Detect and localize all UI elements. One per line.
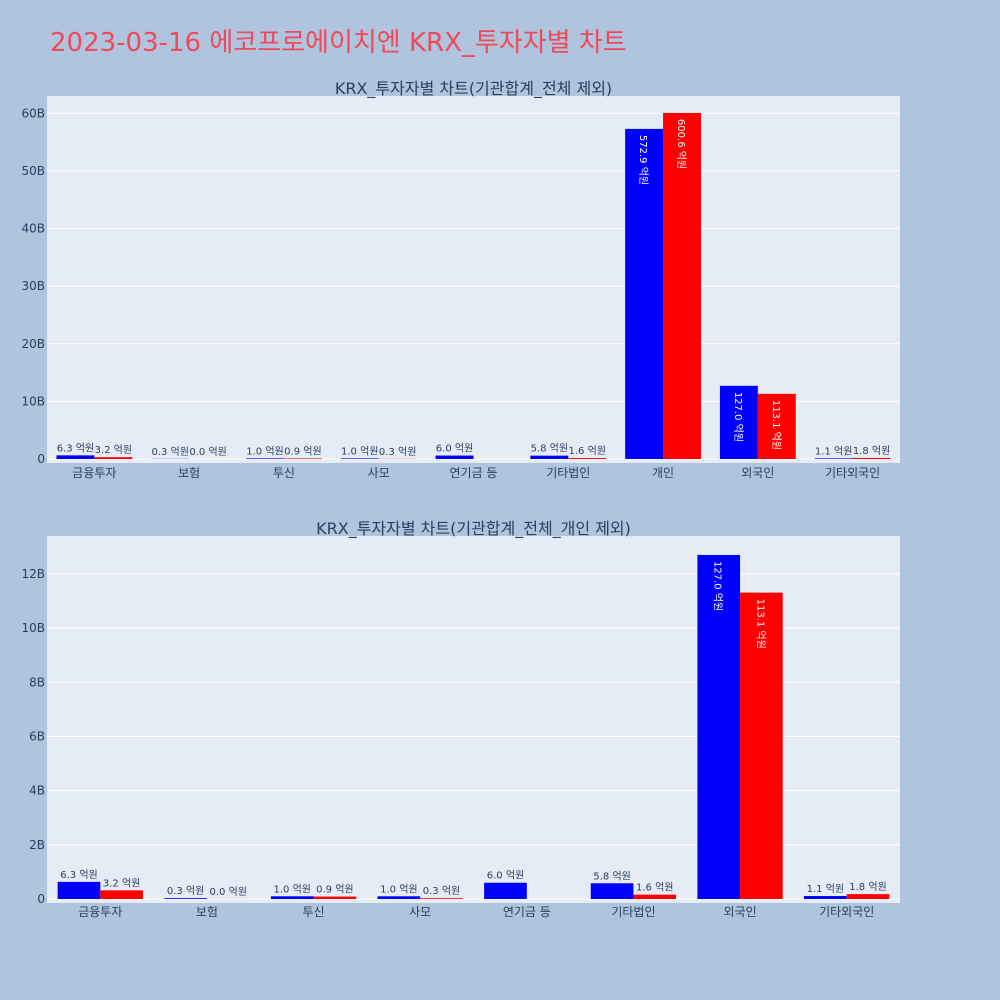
bar <box>435 455 474 459</box>
x-tick-label: 투신 <box>303 905 325 919</box>
y-tick-label: 10B <box>21 621 45 635</box>
bar <box>804 896 847 899</box>
x-tick-label: 연기금 등 <box>503 905 551 919</box>
data-label: 5.8 억원 <box>531 443 568 455</box>
bar <box>270 896 314 899</box>
x-tick-label: 기타외국인 <box>825 466 880 480</box>
bar <box>313 896 357 899</box>
y-tick-label: 0 <box>37 452 45 466</box>
data-label: 6.3 억원 <box>60 869 97 881</box>
x-tick-label: 기타법인 <box>546 466 590 480</box>
data-label: 1.8 억원 <box>853 445 890 457</box>
chart-title: KRX_투자자별 차트(기관합계_전체_개인 제외) <box>316 519 631 539</box>
data-label: 3.2 억원 <box>95 444 132 456</box>
y-tick-label: 60B <box>21 106 45 120</box>
bar <box>846 894 890 899</box>
y-tick-label: 30B <box>21 279 45 293</box>
data-label: 1.1 억원 <box>815 445 852 457</box>
data-label: 6.0 억원 <box>487 870 524 882</box>
y-tick-label: 2B <box>29 838 45 852</box>
data-label: 6.3 억원 <box>57 442 94 454</box>
bar <box>530 455 569 459</box>
x-tick-label: 금융투자 <box>72 466 116 480</box>
x-tick-label: 투신 <box>273 466 295 480</box>
data-label: 113.1 억원 <box>770 400 782 450</box>
y-tick-label: 0 <box>37 892 45 906</box>
bar <box>697 554 741 899</box>
data-label: 1.0 억원 <box>246 445 283 457</box>
data-label: 0.3 억원 <box>423 885 460 897</box>
y-tick-label: 6B <box>29 729 45 743</box>
x-tick-label: 연기금 등 <box>450 466 498 480</box>
bar <box>57 881 101 899</box>
data-label: 5.8 억원 <box>593 870 630 882</box>
data-label: 127.0 억원 <box>712 561 724 611</box>
bar <box>484 882 527 899</box>
data-label: 0.0 억원 <box>189 446 226 458</box>
y-tick-label: 4B <box>29 784 45 798</box>
x-tick-label: 외국인 <box>724 905 757 919</box>
data-label: 572.9 억원 <box>637 135 649 185</box>
x-tick-label: 개인 <box>652 466 674 480</box>
page-title: 2023-03-16 에코프로에이치엔 KRX_투자자별 차트 <box>50 28 627 58</box>
x-tick-label: 사모 <box>368 466 390 480</box>
chart-title: KRX_투자자별 차트(기관합계_전체 제외) <box>335 79 612 99</box>
data-label: 0.3 억원 <box>151 446 188 458</box>
data-label: 0.0 억원 <box>210 886 247 898</box>
data-label: 1.0 억원 <box>341 445 378 457</box>
bar <box>283 458 322 459</box>
bar <box>633 894 677 899</box>
bar <box>568 458 607 459</box>
bar <box>246 458 284 459</box>
y-tick-label: 12B <box>21 567 45 581</box>
bar <box>100 890 143 899</box>
data-label: 0.9 억원 <box>284 445 321 457</box>
data-label: 127.0 억원 <box>732 392 744 442</box>
y-tick-label: 20B <box>21 337 45 351</box>
x-tick-label: 기타법인 <box>611 905 655 919</box>
data-label: 113.1 억원 <box>754 599 766 649</box>
bar <box>56 455 95 459</box>
bar <box>94 457 133 459</box>
bar <box>852 457 891 459</box>
x-tick-label: 외국인 <box>741 466 774 480</box>
data-label: 0.9 억원 <box>316 884 353 896</box>
bar <box>719 385 758 459</box>
x-tick-label: 사모 <box>409 905 431 919</box>
bar <box>590 883 634 899</box>
data-label: 3.2 억원 <box>103 877 140 889</box>
data-label: 0.3 억원 <box>379 446 416 458</box>
chart-bottom: 0 2B 4B 6B 8B 10B 12B KRX_투자자별 차트(기관합계_전체_개인 제외… <box>21 519 900 919</box>
bar <box>757 393 796 459</box>
bar <box>625 128 664 459</box>
y-tick-label: 10B <box>21 394 45 408</box>
chart-top: 0 10B 20B 30B 40B 50B 60B KRX_투자자별 차트(기관합계_전체 제… <box>21 79 900 480</box>
data-label: 600.6 억원 <box>675 119 687 169</box>
x-tick-label: 보험 <box>196 905 218 919</box>
bar <box>340 458 379 459</box>
y-tick-label: 50B <box>21 164 45 178</box>
data-label: 1.0 억원 <box>380 883 417 895</box>
bar <box>420 898 463 899</box>
data-label: 1.1 억원 <box>807 883 844 895</box>
data-label: 1.6 억원 <box>568 445 605 457</box>
bar <box>814 458 853 459</box>
bar <box>164 898 207 899</box>
bar <box>663 112 701 459</box>
x-tick-label: 기타외국인 <box>819 905 874 919</box>
y-tick-label: 40B <box>21 222 45 236</box>
x-tick-label: 금융투자 <box>78 905 122 919</box>
data-label: 1.8 억원 <box>849 881 886 893</box>
data-label: 1.6 억원 <box>636 882 673 894</box>
y-tick-label: 8B <box>29 675 45 689</box>
data-label: 0.3 억원 <box>167 885 204 897</box>
bar <box>377 896 421 899</box>
x-tick-label: 보험 <box>178 466 200 480</box>
data-label: 1.0 억원 <box>273 883 310 895</box>
bar <box>740 592 783 899</box>
data-label: 6.0 억원 <box>436 443 473 455</box>
